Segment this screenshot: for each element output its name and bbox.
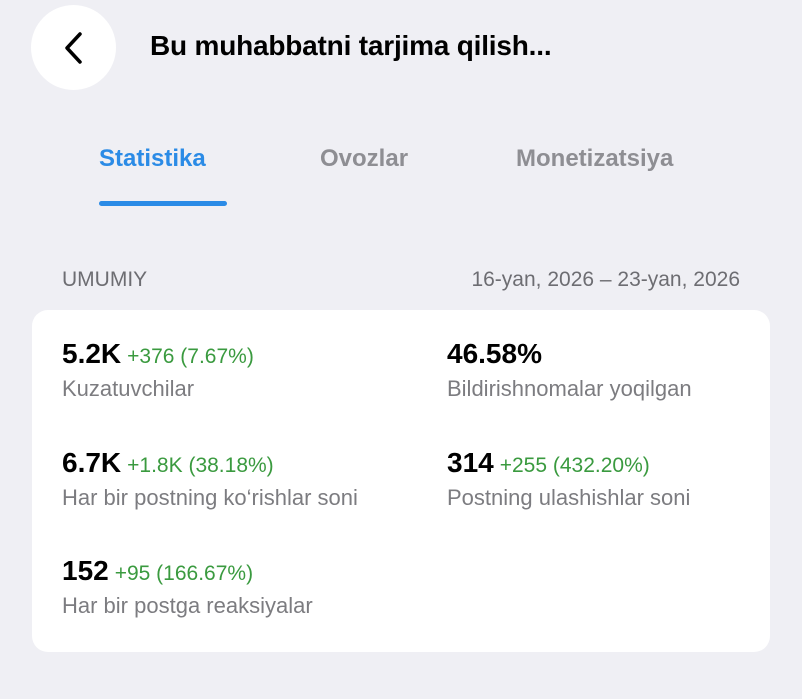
stat-delta: +95 (166.67%) <box>114 562 254 585</box>
stat-delta: +376 (7.67%) <box>127 345 254 368</box>
tab-statistika[interactable]: Statistika <box>99 145 206 172</box>
stat-value: 46.58% <box>447 338 542 369</box>
stat-label: Bildirishnomalar yoqilgan <box>447 376 692 401</box>
stat-label: Har bir postning ko‘rishlar soni <box>62 485 358 510</box>
back-button[interactable] <box>31 5 116 90</box>
stat-value: 314 <box>447 447 494 478</box>
stat-label: Kuzatuvchilar <box>62 376 195 401</box>
stat-value: 6.7K <box>62 447 122 478</box>
stat-reactions-per-post: 152 +95 (166.67%) Har bir postga reaksiya… <box>62 555 313 619</box>
stats-card: 5.2K +376 (7.67%) Kuzatuvchilar 46.58% Bi… <box>32 310 770 652</box>
stat-shares-per-post: 314 +255 (432.20%) Postning ulashishlar s… <box>447 447 690 511</box>
stat-followers: 5.2K +376 (7.67%) Kuzatuvchilar <box>62 338 254 402</box>
tab-ovozlar[interactable]: Ovozlar <box>320 145 409 172</box>
page-title: Bu muhabbatni tarjima qilish... <box>150 30 552 61</box>
stat-delta: +255 (432.20%) <box>499 454 650 477</box>
stat-delta: +1.8K (38.18%) <box>127 454 274 477</box>
stat-views-per-post: 6.7K +1.8K (38.18%) Har bir postning ko‘r… <box>62 447 358 511</box>
chevron-left-icon <box>64 31 82 64</box>
section-title: UMUMIY <box>62 268 148 291</box>
stat-value: 152 <box>62 555 109 586</box>
stat-label: Postning ulashishlar soni <box>447 485 691 510</box>
tab-monetizatsiya[interactable]: Monetizatsiya <box>516 145 674 172</box>
date-range[interactable]: 16-yan, 2026 – 23-yan, 2026 <box>471 268 740 291</box>
stat-value: 5.2K <box>62 338 122 369</box>
stat-label: Har bir postga reaksiyalar <box>62 593 313 618</box>
stat-notifications-enabled: 46.58% Bildirishnomalar yoqilgan <box>447 338 692 402</box>
active-tab-indicator <box>99 201 227 206</box>
